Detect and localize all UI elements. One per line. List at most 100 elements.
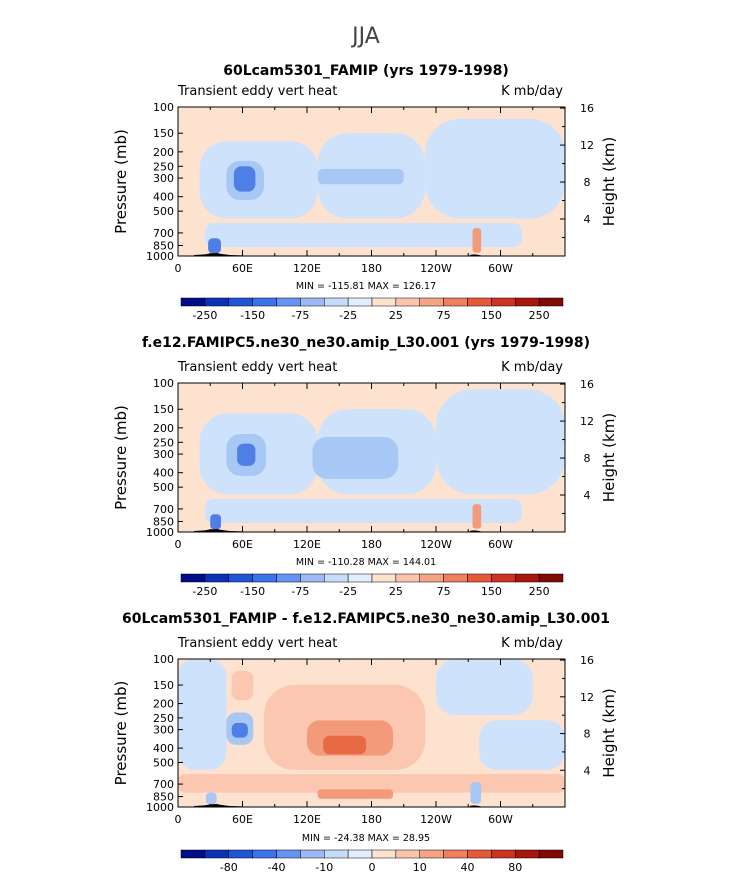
y-tick-label: 400 [153,191,174,204]
x-tick-label: 180 [361,538,382,551]
colorbar-label: -75 [291,309,309,322]
y-tick-label: 850 [153,239,174,252]
panel-title: f.e12.FAMIPC5.ne30_ne30.amip_L30.001 (yr… [142,335,590,351]
x-tick-label: 0 [175,538,182,551]
y-tick-label: 400 [153,742,174,755]
y-axis-right-title: Height (km) [600,137,618,226]
field-region-12 [205,792,217,805]
colorbar-label: -10 [315,861,333,874]
colorbar-label: 150 [481,585,502,598]
colorbar-label: 75 [437,585,451,598]
y-tick-label: 850 [153,515,174,528]
y-right-tick-label: 8 [584,452,591,465]
y-right-tick-label: 4 [584,764,591,777]
x-tick-label: 120W [420,538,452,551]
field-region-9 [231,722,248,738]
y-right-tick-label: 8 [584,176,591,189]
colorbar-swatch [228,573,253,583]
x-tick-label: 180 [361,262,382,275]
units-label: K mb/day [501,84,563,99]
colorbar-swatch [395,849,420,859]
colorbar-swatch [324,573,349,583]
colorbar-swatch [252,573,277,583]
colorbar-swatch [300,849,325,859]
colorbar-swatch [276,573,301,583]
x-tick-label: 60E [232,538,253,551]
colorbar-swatch [276,849,301,859]
colorbar-label: 25 [389,309,403,322]
colorbar-swatch [538,297,564,307]
colorbar-swatch [443,297,468,307]
min-max-stats: MIN = -24.38 MAX = 28.95 [302,833,430,844]
field-region-10 [178,774,565,793]
colorbar-label: 150 [481,309,502,322]
field-regions [199,389,565,530]
colorbar-swatch [252,297,277,307]
y-tick-label: 300 [153,724,174,737]
colorbar: -250 -150 -75 -25 25 75 150 250 [180,573,564,598]
colorbar-swatch [443,849,468,859]
field-region-3 [479,720,565,770]
field-region-7 [317,168,404,185]
x-tick-label: 60W [488,262,513,275]
colorbar-swatch [395,573,420,583]
colorbar-label: 250 [529,309,550,322]
colorbar-swatch [300,573,325,583]
colorbar-swatch [515,297,540,307]
y-tick-label: 700 [153,227,174,240]
units-label: K mb/day [501,636,563,651]
colorbar-swatch [300,297,325,307]
y-right-tick-label: 16 [580,654,594,667]
y-tick-label: 500 [153,205,174,218]
x-tick-label: 120W [420,813,452,826]
x-tick-label: 60W [488,538,513,551]
y-right-tick-label: 12 [580,139,594,152]
colorbar: -80 -40 -10 0 10 40 80 [180,849,564,874]
colorbar-swatch [347,573,373,583]
field-region-7 [312,436,399,479]
colorbar-label: -80 [220,861,238,874]
y-tick-label: 200 [153,146,174,159]
x-tick-label: 180 [361,813,382,826]
panels: 60Lcam5301_FAMIP (yrs 1979-1998) Transien… [112,63,618,874]
panel-1: 60Lcam5301_FAMIP (yrs 1979-1998) Transien… [112,63,618,322]
y-tick-label: 300 [153,448,174,461]
colorbar-swatch [228,297,253,307]
x-tick-label: 120E [293,538,321,551]
topography-asia [194,253,243,256]
field-regions [178,659,565,805]
y-right-tick-label: 16 [580,378,594,391]
x-tick-label: 60W [488,813,513,826]
topography-asia [194,529,243,532]
y-axis-title: Pressure (mb) [112,405,130,510]
colorbar-swatch [204,573,229,583]
colorbar-swatch [419,297,444,307]
min-max-stats: MIN = -115.81 MAX = 126.17 [296,281,436,292]
y-axis-right-title: Height (km) [600,413,618,502]
colorbar-label: 80 [508,861,522,874]
colorbar-label: 10 [413,861,427,874]
field-region-8 [210,514,221,530]
field-region-4 [204,498,522,523]
y-tick-label: 100 [153,653,174,666]
field-region-9 [472,228,482,253]
field-regions [199,118,565,254]
colorbar-label: 75 [437,309,451,322]
colorbar-swatch [395,297,420,307]
y-right-tick-label: 16 [580,102,594,115]
y-axis-title: Pressure (mb) [112,129,130,234]
colorbar-label: -40 [268,861,286,874]
y-tick-label: 1000 [146,801,174,814]
colorbar-label: -250 [192,309,217,322]
field-region-6 [237,443,256,466]
field-region-4 [204,222,522,247]
colorbar-label: -75 [291,585,309,598]
y-tick-label: 850 [153,791,174,804]
colorbar-label: 40 [461,861,475,874]
field-region-7 [323,735,367,755]
colorbar-label: 250 [529,585,550,598]
y-right-tick-label: 12 [580,415,594,428]
y-tick-label: 1000 [146,250,174,263]
colorbar-swatch [538,573,564,583]
